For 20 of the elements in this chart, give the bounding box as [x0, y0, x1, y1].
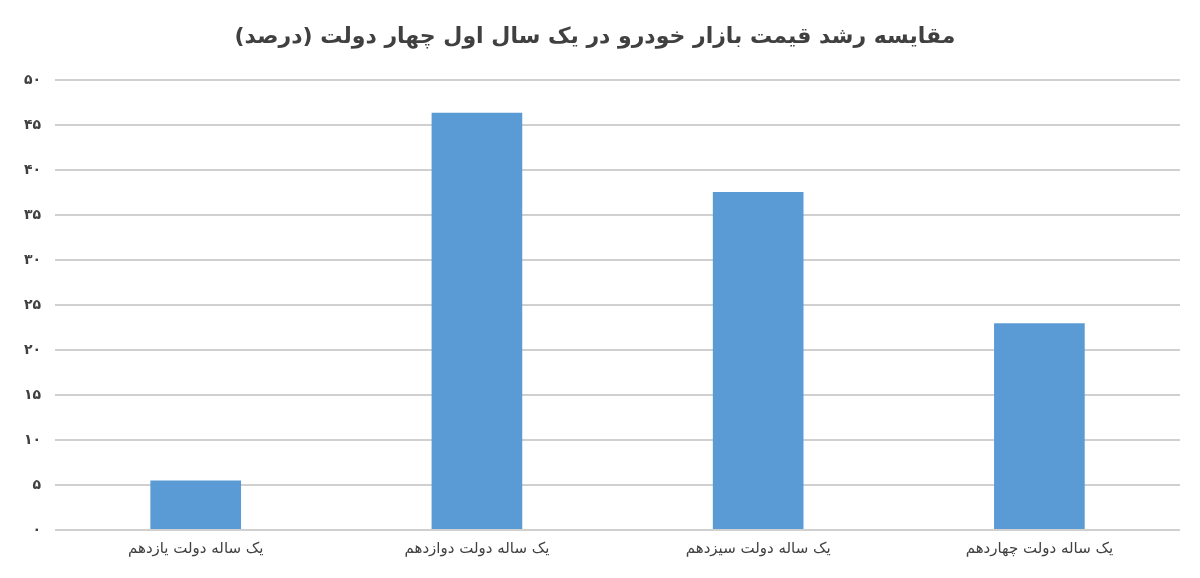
y-tick-label: ۲۵: [24, 295, 42, 312]
y-tick-label: ۳۰: [24, 250, 42, 267]
y-tick-label: ۴۰: [24, 160, 42, 177]
bar: [712, 191, 804, 529]
x-tick-label: یک ساله دولت یازدهم: [127, 538, 264, 557]
x-tick-label: یک ساله دولت سیزدهم: [685, 538, 831, 557]
y-tick-label: ۱۵: [24, 385, 42, 402]
bar: [994, 323, 1085, 529]
y-tick-label: ۴۵: [24, 116, 42, 132]
y-tick-label: ۲۰: [24, 340, 42, 357]
y-tick-label: ۰: [32, 520, 42, 537]
x-tick-label: یک ساله دولت دوازدهم: [404, 538, 550, 557]
y-tick-label: ۱۰: [24, 430, 42, 447]
chart-title: مقایسه رشد قیمت بازار خودرو در یک سال اول چهار دولت (درصد): [234, 22, 956, 49]
bar: [431, 112, 523, 529]
y-tick-label: ۵۰: [24, 71, 42, 88]
y-tick-label: ۳۵: [24, 205, 42, 222]
bar: [150, 480, 242, 529]
y-tick-label: ۵: [32, 475, 42, 492]
x-tick-label: یک ساله دولت چهاردهم: [965, 538, 1114, 557]
